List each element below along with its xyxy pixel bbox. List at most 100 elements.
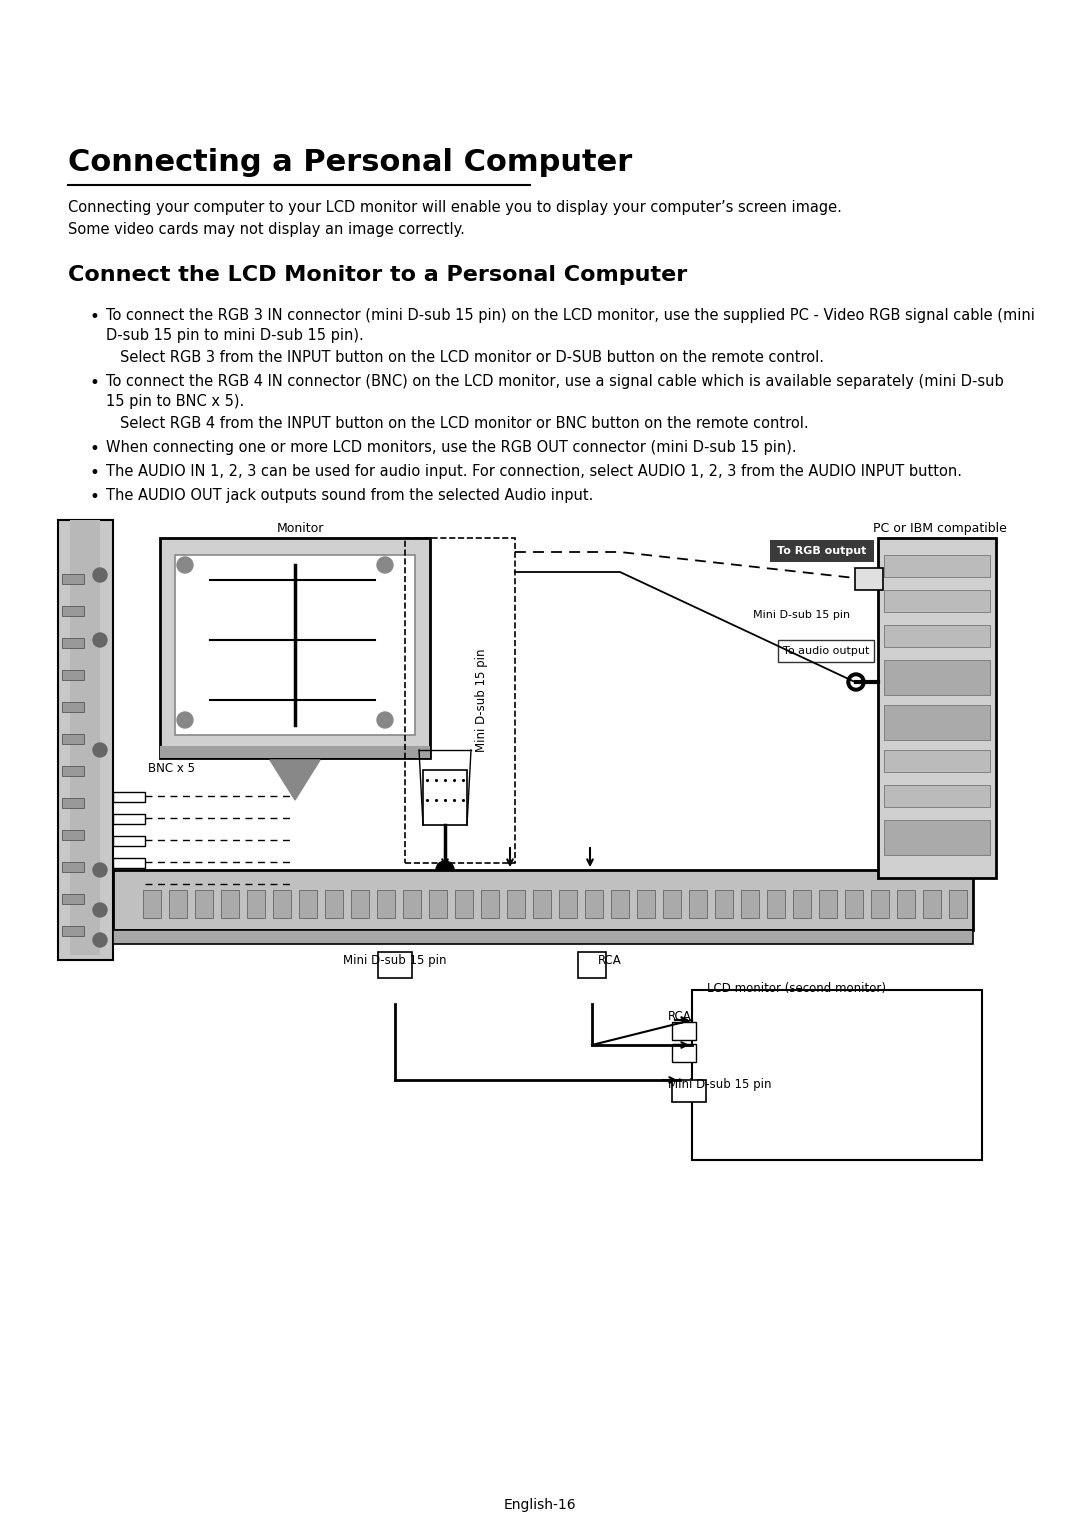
Bar	[672, 1044, 696, 1062]
Bar	[885, 785, 990, 807]
Bar	[160, 538, 430, 758]
Bar	[885, 704, 990, 740]
Bar	[351, 889, 369, 918]
Bar	[949, 889, 967, 918]
Bar	[273, 889, 291, 918]
Bar	[423, 770, 467, 825]
Bar	[534, 889, 551, 918]
Circle shape	[93, 633, 107, 646]
Bar	[168, 889, 187, 918]
Bar	[885, 625, 990, 646]
Bar	[663, 889, 681, 918]
Bar	[481, 889, 499, 918]
Bar	[377, 889, 395, 918]
Circle shape	[93, 903, 107, 917]
Text: Some video cards may not display an image correctly.: Some video cards may not display an imag…	[68, 222, 464, 237]
Polygon shape	[270, 759, 320, 801]
Bar	[767, 889, 785, 918]
Bar	[585, 889, 603, 918]
Text: To RGB output: To RGB output	[778, 545, 866, 556]
Text: Select RGB 4 from the INPUT button on the LCD monitor or BNC button on the remot: Select RGB 4 from the INPUT button on th…	[120, 416, 809, 431]
Circle shape	[93, 568, 107, 582]
Bar	[715, 889, 733, 918]
Bar	[741, 889, 759, 918]
Bar	[113, 836, 145, 847]
Bar	[113, 931, 973, 944]
Bar	[113, 869, 973, 931]
Bar	[62, 862, 84, 872]
Text: Monitor: Monitor	[276, 523, 324, 535]
Bar	[819, 889, 837, 918]
Bar	[455, 889, 473, 918]
Text: •: •	[90, 487, 99, 506]
Bar	[672, 1022, 696, 1041]
Bar	[878, 538, 996, 879]
Text: Connecting a Personal Computer: Connecting a Personal Computer	[68, 148, 632, 177]
Text: To connect the RGB 3 IN connector (mini D-sub 15 pin) on the LCD monitor, use th: To connect the RGB 3 IN connector (mini …	[106, 309, 1035, 322]
Circle shape	[93, 934, 107, 947]
Bar	[793, 889, 811, 918]
Text: •: •	[90, 440, 99, 458]
Bar	[923, 889, 941, 918]
Bar	[325, 889, 343, 918]
Circle shape	[177, 712, 193, 727]
Bar	[611, 889, 629, 918]
Text: When connecting one or more LCD monitors, use the RGB OUT connector (mini D-sub : When connecting one or more LCD monitors…	[106, 440, 797, 455]
Bar	[247, 889, 265, 918]
Text: •: •	[90, 374, 99, 393]
Bar	[559, 889, 577, 918]
Bar	[62, 575, 84, 584]
Text: To audio output: To audio output	[783, 646, 869, 656]
Bar	[113, 880, 145, 889]
Text: D-sub 15 pin to mini D-sub 15 pin).: D-sub 15 pin to mini D-sub 15 pin).	[106, 329, 364, 342]
Bar	[62, 894, 84, 905]
Bar	[62, 766, 84, 776]
Bar	[845, 889, 863, 918]
Text: PC or IBM compatible: PC or IBM compatible	[873, 523, 1007, 535]
Circle shape	[851, 677, 861, 688]
Bar	[637, 889, 654, 918]
Bar	[770, 539, 874, 562]
Bar	[855, 568, 883, 590]
Bar	[897, 889, 915, 918]
Bar	[62, 669, 84, 680]
Circle shape	[436, 860, 454, 879]
Circle shape	[377, 712, 393, 727]
Text: Mini D-sub 15 pin: Mini D-sub 15 pin	[475, 648, 488, 752]
Text: Select RGB 3 from the INPUT button on the LCD monitor or D-SUB button on the rem: Select RGB 3 from the INPUT button on th…	[120, 350, 824, 365]
Bar	[113, 859, 145, 868]
Circle shape	[847, 672, 865, 691]
Bar	[885, 660, 990, 695]
Bar	[885, 750, 990, 772]
Bar	[160, 746, 430, 758]
Bar	[62, 733, 84, 744]
Bar	[378, 952, 411, 978]
Bar	[62, 701, 84, 712]
Circle shape	[438, 850, 451, 860]
Bar	[143, 889, 161, 918]
Text: The AUDIO IN 1, 2, 3 can be used for audio input. For connection, select AUDIO 1: The AUDIO IN 1, 2, 3 can be used for aud…	[106, 465, 962, 478]
Text: Connect the LCD Monitor to a Personal Computer: Connect the LCD Monitor to a Personal Co…	[68, 264, 687, 286]
Text: BNC x 5: BNC x 5	[148, 762, 195, 775]
Circle shape	[93, 863, 107, 877]
Bar	[507, 889, 525, 918]
Bar	[885, 590, 990, 613]
Text: Connecting your computer to your LCD monitor will enable you to display your com: Connecting your computer to your LCD mon…	[68, 200, 842, 215]
Bar	[62, 639, 84, 648]
Bar	[175, 555, 415, 735]
Bar	[689, 889, 707, 918]
Text: •: •	[90, 309, 99, 325]
Text: Mini D-sub 15 pin: Mini D-sub 15 pin	[669, 1077, 771, 1091]
Bar	[195, 889, 213, 918]
Bar	[113, 814, 145, 824]
Text: Mini D-sub 15 pin: Mini D-sub 15 pin	[343, 953, 447, 967]
Bar	[405, 538, 515, 863]
Bar	[62, 798, 84, 808]
Bar	[885, 821, 990, 856]
Bar	[58, 520, 113, 960]
Bar	[778, 640, 874, 662]
Bar	[70, 520, 100, 955]
Bar	[403, 889, 421, 918]
Bar	[672, 1080, 706, 1102]
Text: RCA: RCA	[598, 953, 622, 967]
